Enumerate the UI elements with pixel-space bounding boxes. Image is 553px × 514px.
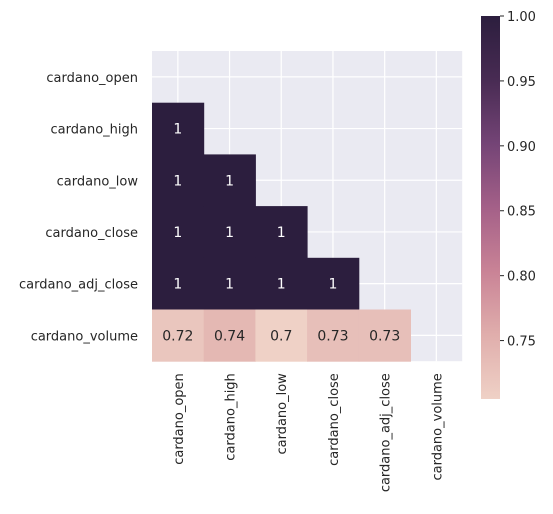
colorbar-tick-label: 0.75	[507, 335, 536, 350]
colorbar-tick-label: 0.80	[507, 270, 536, 285]
heatmap-cell-cardano_volume-cardano_high	[203, 309, 256, 362]
x-tick-label: cardano_low	[275, 373, 290, 455]
heatmap-cell-cardano_volume-cardano_open	[152, 309, 205, 362]
y-tick-label: cardano_adj_close	[19, 278, 138, 293]
heatmap-cell-cardano_adj_close-cardano_open	[152, 257, 205, 310]
heatmap-cell-cardano_low-cardano_open	[152, 154, 205, 207]
x-tick-label: cardano_volume	[430, 373, 445, 480]
heatmap-cell-cardano_close-cardano_low	[255, 206, 308, 259]
colorbar: 0.75 0.80 0.85 0.90 0.95 1.00	[481, 10, 536, 399]
colorbar-tick-label: 0.90	[507, 140, 536, 155]
y-tick-label: cardano_volume	[31, 329, 138, 344]
heatmap-cell-cardano_volume-cardano_low	[255, 309, 308, 362]
cell-annotation: 1	[173, 122, 182, 138]
cell-annotation: 1	[225, 277, 234, 293]
colorbar-gradient	[481, 16, 500, 399]
cell-annotation: 1	[225, 173, 234, 189]
colorbar-tick-label: 0.95	[507, 75, 536, 90]
y-tick-label: cardano_close	[45, 226, 138, 241]
cell-annotation: 1	[173, 277, 182, 293]
cell-annotation: 0.74	[214, 328, 245, 344]
cell-annotation: 1	[277, 225, 286, 241]
y-tick-label: cardano_high	[51, 123, 138, 138]
y-tick-label: cardano_low	[57, 174, 139, 189]
cell-annotation: 0.72	[162, 328, 193, 344]
heatmap-cell-cardano_volume-cardano_close	[307, 309, 360, 362]
cell-annotations: 1 1 1 1 1 1 1 1 1 1 0.72 0.74 0.7 0.73 0.73	[162, 122, 400, 345]
cell-annotation: 0.73	[317, 328, 348, 344]
cell-annotation: 1	[173, 173, 182, 189]
y-tick-label: cardano_open	[46, 71, 138, 86]
heatmap-cell-cardano_volume-cardano_adj_close	[358, 309, 411, 362]
heatmap-cell-cardano_low-cardano_high	[203, 154, 256, 207]
x-tick-label: cardano_adj_close	[379, 373, 394, 492]
heatmap-cell-cardano_adj_close-cardano_low	[255, 257, 308, 310]
x-tick-label: cardano_high	[224, 373, 239, 460]
heatmap-cell-cardano_close-cardano_high	[203, 206, 256, 259]
heatmap-cell-cardano_close-cardano_open	[152, 206, 205, 259]
cell-annotation: 0.73	[369, 328, 400, 344]
x-tick-label: cardano_close	[327, 373, 342, 466]
heatmap-cells	[152, 102, 411, 362]
heatmap-cell-cardano_adj_close-cardano_high	[203, 257, 256, 310]
colorbar-tick-label: 1.00	[507, 10, 536, 25]
x-tick-labels: cardano_open cardano_high cardano_low carda…	[172, 373, 446, 492]
heatmap-cell-cardano_high-cardano_open	[152, 102, 205, 155]
cell-annotation: 1	[225, 225, 234, 241]
cell-annotation: 1	[173, 225, 182, 241]
heatmap-cell-cardano_adj_close-cardano_close	[307, 257, 360, 310]
cell-annotation: 0.7	[270, 328, 292, 344]
y-tick-labels: cardano_open cardano_high cardano_lowcarda…	[19, 71, 138, 345]
cell-annotation: 1	[328, 277, 337, 293]
colorbar-tick-label: 0.85	[507, 205, 536, 220]
x-tick-label: cardano_open	[172, 373, 187, 465]
cell-annotation: 1	[277, 277, 286, 293]
